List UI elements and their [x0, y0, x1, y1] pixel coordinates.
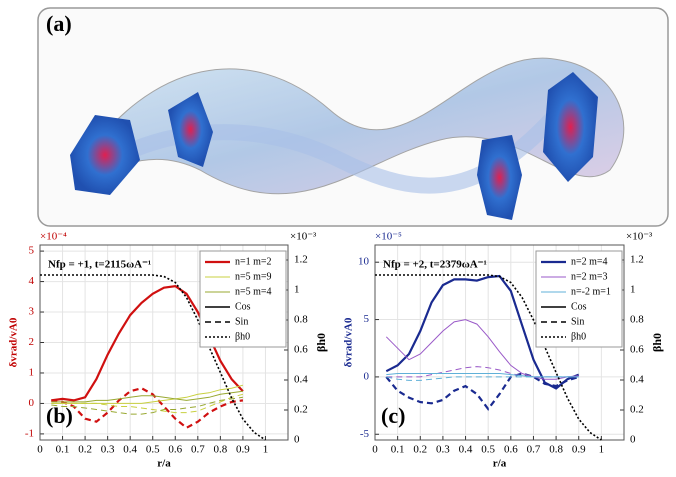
y-tick-label: 4: [29, 275, 35, 287]
legend-label: Cos: [235, 301, 251, 312]
x-tick-label: 0.4: [459, 444, 473, 456]
x-axis-label: r/a: [157, 458, 171, 470]
y-axis-label: δvrad/vA0: [8, 317, 20, 367]
y2-tick-label: 0.2: [294, 404, 308, 416]
x-tick-label: 0.3: [101, 444, 115, 456]
y-tick-label: 3: [29, 306, 35, 318]
plot-frame: [39, 244, 289, 441]
x-tick-label: 0.4: [123, 444, 137, 456]
panel-label: (a): [46, 11, 72, 36]
series-cos-line: [386, 373, 579, 378]
y-tick-label: -5: [360, 428, 370, 440]
y2-tick-label: 1: [294, 284, 300, 296]
y2-exponent: ×10⁻³: [626, 231, 653, 243]
y2-tick-label: 0.6: [294, 344, 308, 356]
y2-tick-label: 1: [630, 284, 636, 296]
y2-tick-label: 0.4: [630, 374, 644, 386]
y-exponent: ×10⁻⁵: [375, 231, 402, 243]
annotation: Nfp = +1, t=2115ωA⁻¹: [48, 259, 151, 271]
y2-tick-label: 0.8: [294, 314, 308, 326]
legend-label: n=5 m=4: [235, 286, 272, 297]
x-tick-label: 1: [599, 444, 605, 456]
y-tick-label: -1: [25, 427, 34, 439]
y2-tick-label: 0.8: [630, 314, 644, 326]
x-tick-label: 0: [37, 444, 43, 456]
cross-section: [168, 92, 213, 167]
legend-label: n=2 m=4: [571, 256, 608, 267]
x-tick-label: 0.1: [56, 444, 70, 456]
series-sin-line: [51, 396, 243, 415]
x-tick-label: 0.7: [191, 444, 205, 456]
beta-line: [40, 274, 266, 441]
plot-frame: [374, 244, 625, 441]
panel-label: (c): [381, 403, 405, 428]
legend-label: Cos: [571, 301, 587, 312]
legend-label: βh0: [235, 331, 250, 342]
y2-tick-label: 0.4: [294, 374, 308, 386]
series-cos-line: [51, 390, 243, 403]
legend-label: Sin: [235, 316, 248, 327]
legend-label: Sin: [571, 316, 584, 327]
y-tick-label: 10: [358, 256, 370, 268]
y-tick-label: 1: [29, 367, 35, 379]
x-tick-label: 0.5: [146, 444, 160, 456]
series-cos-line: [51, 384, 244, 404]
panel-label: (b): [46, 403, 73, 428]
y-tick-label: 0: [364, 370, 370, 382]
annotation: Nfp = +2, t=2379ωA⁻¹: [383, 259, 487, 271]
panel-a: (a): [37, 7, 669, 227]
y2-axis-label: βh0: [314, 333, 328, 352]
y-exponent: ×10⁻⁴: [40, 231, 67, 243]
series-cos-line: [385, 319, 579, 380]
legend-label: n=-2 m=1: [571, 286, 611, 297]
y-tick-label: 5: [364, 313, 370, 325]
x-tick-label: 0.6: [168, 444, 182, 456]
legend-box: [535, 250, 623, 348]
legend-label: n=5 m=9: [235, 271, 272, 282]
cross-section: [70, 115, 140, 195]
y2-tick-label: 1.2: [294, 254, 308, 266]
x-tick-label: 0: [372, 444, 378, 456]
y-axis-label: δvrad/vA0: [343, 317, 355, 367]
x-tick-label: 0.7: [527, 444, 541, 456]
beta-line: [375, 274, 602, 441]
x-tick-label: 0.1: [391, 444, 405, 456]
series-sin-line: [51, 387, 244, 430]
legend-label: n=2 m=3: [571, 271, 608, 282]
legend-box: [199, 250, 287, 348]
y2-exponent: ×10⁻³: [290, 231, 317, 243]
y-tick-label: 2: [29, 336, 35, 348]
legend-label: n=1 m=2: [235, 256, 272, 267]
x-tick-label: 0.3: [436, 444, 450, 456]
torus-surface: [79, 57, 625, 195]
y-tick-label: 5: [29, 245, 35, 257]
y2-tick-label: 0: [294, 434, 300, 446]
cross-section: [543, 72, 598, 182]
x-tick-label: 0.5: [481, 444, 495, 456]
y2-axis-label: βh0: [650, 333, 664, 352]
y2-tick-label: 0: [630, 434, 636, 446]
x-axis-label: r/a: [493, 458, 507, 470]
legend-label: βh0: [571, 331, 586, 342]
x-tick-label: 0.8: [213, 444, 227, 456]
x-tick-label: 0.6: [504, 444, 518, 456]
y2-tick-label: 0.2: [630, 404, 644, 416]
cross-section: [477, 135, 522, 220]
x-tick-label: 0.2: [413, 444, 427, 456]
y2-tick-label: 0.6: [630, 344, 644, 356]
x-tick-label: 1: [263, 444, 269, 456]
y2-tick-label: 1.2: [630, 254, 644, 266]
x-tick-label: 0.9: [236, 444, 250, 456]
x-tick-label: 0.8: [549, 444, 563, 456]
series-cos-line: [385, 274, 580, 390]
x-tick-label: 0.2: [78, 444, 92, 456]
series-sin-line: [386, 366, 579, 378]
y-tick-label: 0: [29, 397, 35, 409]
x-tick-label: 0.9: [572, 444, 586, 456]
series-sin-line: [386, 376, 579, 381]
